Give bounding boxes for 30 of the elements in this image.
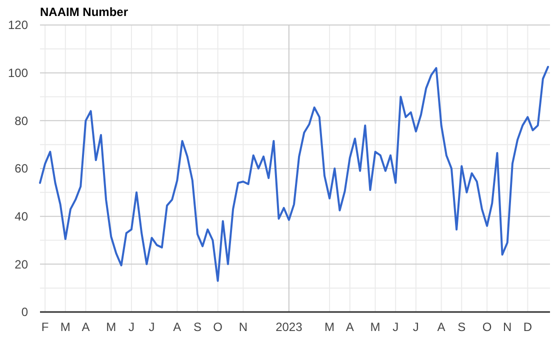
x-tick-label: M bbox=[370, 320, 380, 334]
x-tick-label: F bbox=[41, 320, 49, 334]
x-tick-label: D bbox=[523, 320, 532, 334]
y-tick-label: 20 bbox=[14, 257, 28, 272]
x-tick-label: N bbox=[238, 320, 248, 334]
chart-title: NAAIM Number bbox=[40, 5, 128, 19]
x-tick-label: O bbox=[213, 320, 222, 334]
x-tick-label: A bbox=[173, 320, 182, 334]
x-tick-label: O bbox=[482, 320, 492, 334]
x-tick-label: A bbox=[437, 320, 446, 334]
x-tick-label: S bbox=[458, 320, 466, 334]
x-tick-label: M bbox=[60, 320, 70, 334]
x-tick-label: J bbox=[392, 320, 399, 334]
x-tick-label: A bbox=[82, 320, 90, 334]
x-tick-label: N bbox=[503, 320, 512, 334]
x-tick-label: J bbox=[128, 320, 134, 334]
y-tick-label: 100 bbox=[8, 66, 28, 80]
x-tick-label: A bbox=[346, 320, 354, 334]
x-tick-label: M bbox=[106, 320, 116, 334]
line-series bbox=[39, 66, 549, 282]
x-tick-label: 2023 bbox=[276, 320, 303, 334]
y-tick-label: 0 bbox=[21, 305, 28, 320]
y-tick-label: 80 bbox=[14, 114, 28, 128]
y-tick-label: 40 bbox=[14, 210, 28, 224]
x-tick-label: J bbox=[148, 320, 155, 334]
y-tick-label: 120 bbox=[8, 18, 28, 32]
x-tick-label: S bbox=[193, 320, 202, 334]
x-tick-label: M bbox=[324, 320, 335, 334]
y-tick-label: 60 bbox=[14, 162, 28, 176]
x-tick-label: J bbox=[412, 320, 419, 334]
